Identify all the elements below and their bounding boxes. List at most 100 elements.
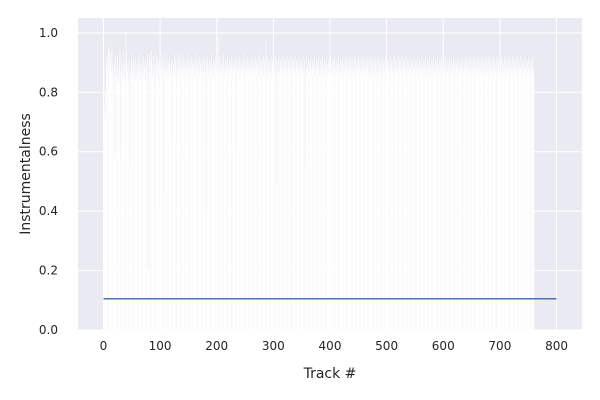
bar xyxy=(345,68,347,330)
bar xyxy=(279,65,281,331)
bar xyxy=(189,71,190,330)
bar xyxy=(510,59,511,330)
bar xyxy=(533,65,535,331)
bar xyxy=(364,62,366,330)
bar xyxy=(524,56,526,330)
bar xyxy=(503,62,505,330)
bar xyxy=(486,59,488,330)
bar xyxy=(126,56,128,330)
bar xyxy=(294,68,295,330)
bar xyxy=(128,83,129,330)
bar xyxy=(396,62,398,330)
bar xyxy=(218,68,220,330)
bar xyxy=(262,56,264,330)
bar xyxy=(157,65,159,331)
bar xyxy=(188,65,189,331)
bar xyxy=(359,65,360,331)
bar xyxy=(178,68,180,330)
bar xyxy=(361,56,363,330)
bar xyxy=(314,56,316,330)
bar xyxy=(112,62,113,330)
bar xyxy=(158,62,160,330)
bar xyxy=(496,68,497,330)
bar xyxy=(132,68,133,330)
bar xyxy=(142,56,144,330)
bar xyxy=(253,71,254,330)
bar xyxy=(329,62,330,330)
bar xyxy=(350,56,351,330)
bar xyxy=(425,56,427,330)
bar xyxy=(238,68,240,330)
bar xyxy=(207,56,208,330)
bar xyxy=(243,53,244,331)
bar xyxy=(393,68,394,330)
bar xyxy=(210,62,211,330)
bar xyxy=(472,68,474,330)
bar xyxy=(466,65,467,331)
bar xyxy=(269,62,271,330)
bar xyxy=(149,62,150,330)
bar xyxy=(513,74,514,330)
bar xyxy=(469,74,471,330)
bar xyxy=(523,68,525,330)
bar xyxy=(527,62,528,330)
bar xyxy=(319,65,321,331)
bar xyxy=(457,74,459,330)
bar xyxy=(498,59,500,330)
bar xyxy=(182,68,184,330)
bar xyxy=(271,65,273,331)
bar xyxy=(136,62,138,330)
bar xyxy=(140,80,142,331)
bar xyxy=(391,59,393,330)
bar xyxy=(306,56,308,330)
bar xyxy=(130,62,132,330)
bar xyxy=(117,56,118,330)
bar xyxy=(495,62,497,330)
bar xyxy=(430,65,432,331)
x-tick-labels: 0 100 200 300 400 500 600 700 800 xyxy=(100,339,568,353)
bar xyxy=(530,59,531,330)
bar xyxy=(326,56,327,330)
bar xyxy=(406,65,408,331)
bar xyxy=(532,74,534,330)
bar xyxy=(413,56,415,330)
bar xyxy=(108,47,109,330)
bar xyxy=(175,65,177,331)
bar xyxy=(482,65,483,331)
bar xyxy=(402,65,404,331)
bar xyxy=(447,71,449,330)
bar xyxy=(432,62,433,330)
bar xyxy=(391,71,393,330)
bar xyxy=(438,59,440,330)
bar xyxy=(367,59,369,330)
x-tick-label: 200 xyxy=(205,339,228,353)
bar xyxy=(367,65,368,331)
bar xyxy=(415,71,417,330)
bar xyxy=(291,74,292,330)
bar xyxy=(464,68,466,330)
bar xyxy=(183,56,184,330)
bar xyxy=(278,56,280,330)
bar xyxy=(484,68,485,330)
bar xyxy=(155,68,156,330)
bar xyxy=(404,62,406,330)
bar xyxy=(136,74,137,330)
bar xyxy=(506,71,508,330)
bar xyxy=(377,68,378,330)
bar xyxy=(290,56,292,330)
bar xyxy=(393,56,395,330)
bar xyxy=(453,56,454,330)
bar xyxy=(448,62,449,330)
bar xyxy=(231,74,233,330)
bar xyxy=(122,80,124,331)
bar xyxy=(203,74,205,330)
bar xyxy=(192,59,194,330)
bar xyxy=(206,62,207,330)
bar xyxy=(339,65,340,331)
bar xyxy=(304,71,306,330)
bar xyxy=(487,62,489,330)
bar xyxy=(134,56,136,330)
bar xyxy=(211,74,213,330)
bar xyxy=(455,62,457,330)
bar xyxy=(462,59,464,330)
